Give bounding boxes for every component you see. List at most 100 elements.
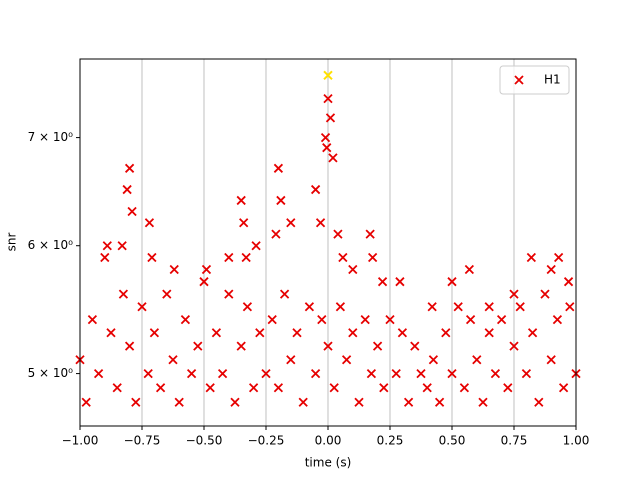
legend-box — [499, 65, 570, 95]
legend-label: H1 — [544, 73, 561, 87]
marker — [248, 383, 259, 393]
marker — [397, 328, 408, 338]
legend-marker — [514, 75, 524, 85]
marker — [292, 328, 302, 338]
marker — [81, 397, 91, 407]
marker — [403, 397, 414, 407]
marker — [563, 277, 574, 287]
marker — [87, 314, 98, 325]
marker — [490, 368, 501, 379]
marker — [329, 383, 339, 393]
y-tick-label: 5 × 10⁰ — [28, 366, 74, 380]
marker — [447, 277, 457, 287]
x-tick-label: 0.00 — [315, 434, 342, 448]
y-tick-label: 6 × 10⁰ — [28, 238, 74, 252]
marker — [276, 195, 286, 206]
marker — [338, 252, 348, 263]
x-tick-label: −1.00 — [62, 434, 99, 448]
x-tick-label: −0.50 — [186, 434, 223, 448]
marker — [534, 397, 544, 407]
marker — [162, 289, 172, 299]
marker — [325, 113, 336, 123]
marker — [509, 341, 519, 351]
marker — [201, 264, 212, 275]
marker — [239, 218, 249, 228]
x-tick-label: 0.75 — [501, 434, 528, 448]
marker — [143, 368, 153, 379]
marker — [348, 264, 358, 275]
marker — [395, 277, 405, 287]
marker — [315, 218, 326, 228]
marker — [102, 241, 112, 251]
marker — [267, 314, 277, 325]
x-tick-label: −0.25 — [248, 434, 285, 448]
marker — [186, 368, 197, 379]
marker — [298, 397, 308, 407]
marker — [546, 264, 556, 275]
y-axis-label: snr — [5, 233, 19, 252]
marker — [137, 302, 147, 312]
marker — [273, 383, 284, 393]
marker — [410, 341, 420, 351]
marker — [558, 383, 569, 393]
x-tick-label: 0.50 — [439, 434, 466, 448]
marker — [211, 328, 222, 338]
marker — [527, 328, 538, 338]
marker — [366, 368, 377, 379]
marker — [422, 383, 432, 393]
marker — [174, 397, 184, 407]
marker — [447, 368, 457, 379]
marker — [147, 252, 157, 263]
marker — [230, 397, 240, 407]
marker — [372, 341, 383, 351]
marker — [180, 314, 191, 325]
marker — [472, 355, 482, 365]
marker — [144, 218, 155, 228]
marker — [127, 206, 137, 217]
marker — [354, 397, 364, 407]
marker — [328, 153, 338, 163]
marker — [554, 252, 564, 263]
marker — [464, 264, 474, 275]
marker — [484, 328, 494, 338]
marker — [377, 277, 388, 287]
marker — [168, 355, 178, 365]
marker — [320, 132, 331, 143]
marker — [552, 314, 563, 325]
marker — [341, 355, 352, 365]
marker — [286, 355, 296, 365]
marker — [169, 264, 179, 275]
marker — [565, 302, 575, 312]
marker — [199, 277, 209, 287]
marker — [131, 397, 141, 407]
marker — [484, 302, 494, 312]
x-tick-label: 1.00 — [563, 434, 590, 448]
x-axis-label: time (s) — [305, 456, 352, 470]
marker — [286, 218, 296, 228]
marker — [242, 302, 253, 312]
marker — [323, 93, 333, 104]
marker — [365, 229, 375, 239]
marker — [224, 252, 234, 263]
marker — [304, 302, 315, 312]
marker — [503, 383, 513, 393]
marker — [416, 368, 426, 379]
marker — [273, 163, 284, 173]
marker — [496, 314, 507, 325]
marker — [193, 341, 203, 351]
marker — [509, 289, 519, 299]
marker — [391, 368, 401, 379]
marker — [117, 241, 127, 251]
marker — [122, 184, 132, 195]
plot-frame — [79, 58, 577, 427]
marker — [251, 241, 261, 251]
marker — [333, 229, 343, 239]
marker — [348, 328, 358, 338]
marker — [236, 341, 246, 351]
marker — [515, 302, 525, 312]
marker — [540, 289, 550, 299]
marker — [255, 328, 265, 338]
marker — [100, 252, 110, 263]
marker — [428, 355, 439, 365]
marker — [323, 341, 333, 351]
